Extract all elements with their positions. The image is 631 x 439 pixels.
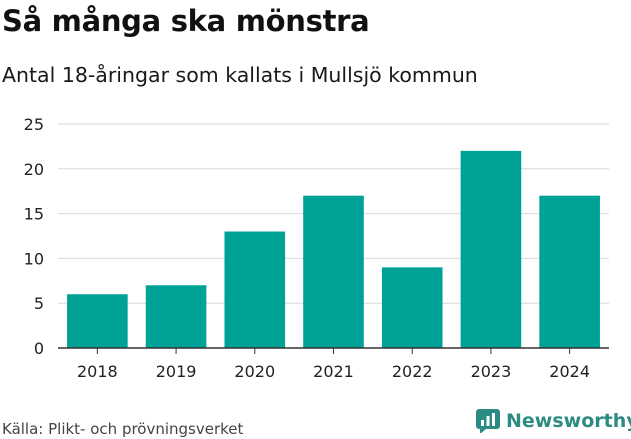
brand-name: Newsworthy xyxy=(506,410,631,432)
y-tick-label: 0 xyxy=(34,339,44,358)
bar-chart: 0 5 10 15 20 25 2018 2019 2020 2021 2022 2023 2024 xyxy=(24,115,609,381)
newsworthy-logo-icon xyxy=(476,409,500,433)
bar xyxy=(224,231,286,348)
x-tick-label: 2021 xyxy=(313,362,354,381)
source-note: Källa: Plikt- och prövningsverket xyxy=(2,420,244,438)
x-tick-label: 2023 xyxy=(471,362,512,381)
brand-logo: Newsworthy xyxy=(476,409,631,433)
y-tick-label: 20 xyxy=(24,160,44,179)
bar xyxy=(67,294,128,348)
x-tick-label: 2019 xyxy=(156,362,197,381)
y-tick-label: 15 xyxy=(24,205,44,224)
y-tick-label: 10 xyxy=(24,249,44,268)
x-tick-label: 2020 xyxy=(234,362,275,381)
x-tick-label: 2018 xyxy=(77,362,118,381)
chart-title: Så många ska mönstra xyxy=(2,4,370,38)
bar xyxy=(303,195,364,348)
bar xyxy=(145,285,207,348)
x-tick-label: 2024 xyxy=(549,362,590,381)
x-tick-label: 2022 xyxy=(392,362,433,381)
bar xyxy=(539,195,600,348)
bar xyxy=(460,150,522,348)
bar xyxy=(381,267,443,348)
chart-subtitle: Antal 18-åringar som kallats i Mullsjö k… xyxy=(2,63,478,87)
y-tick-label: 25 xyxy=(24,115,44,134)
y-tick-label: 5 xyxy=(34,294,44,313)
